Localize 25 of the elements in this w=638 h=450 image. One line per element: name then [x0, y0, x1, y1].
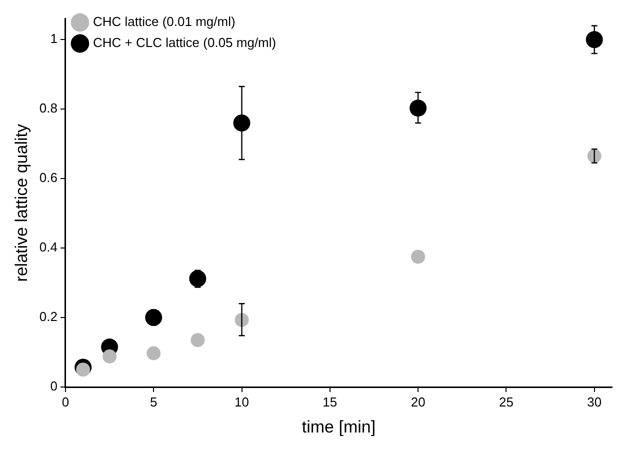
y-tick-label: 0.6 — [39, 170, 58, 186]
x-tick-label: 25 — [498, 394, 514, 410]
y-tick-label: 0.4 — [39, 240, 58, 255]
point — [76, 362, 90, 377]
x-tick-label: 5 — [150, 394, 158, 410]
y-tick-label: 1 — [50, 31, 58, 46]
legend-label: CHC lattice (0.01 mg/ml) — [92, 14, 236, 30]
x-axis-title: time [min] — [302, 417, 376, 436]
point — [145, 309, 162, 326]
x-tick-label: 10 — [234, 394, 250, 410]
y-tick-label: 0 — [50, 378, 58, 394]
point — [411, 250, 426, 264]
point — [586, 31, 603, 48]
point — [410, 100, 427, 117]
point — [190, 333, 205, 348]
legend-label: CHC + CLC lattice (0.05 mg/ml) — [92, 35, 276, 50]
x-tick-label: 15 — [322, 394, 338, 410]
point — [146, 346, 161, 360]
y-tick-label: 0.2 — [39, 309, 58, 324]
y-tick-label: 0.8 — [39, 100, 58, 116]
y-axis-title: relative lattice quality — [12, 124, 31, 282]
x-tick-label: 30 — [587, 394, 602, 410]
point — [102, 349, 117, 364]
x-tick-label: 20 — [410, 394, 426, 410]
x-tick-label: 0 — [62, 394, 70, 410]
